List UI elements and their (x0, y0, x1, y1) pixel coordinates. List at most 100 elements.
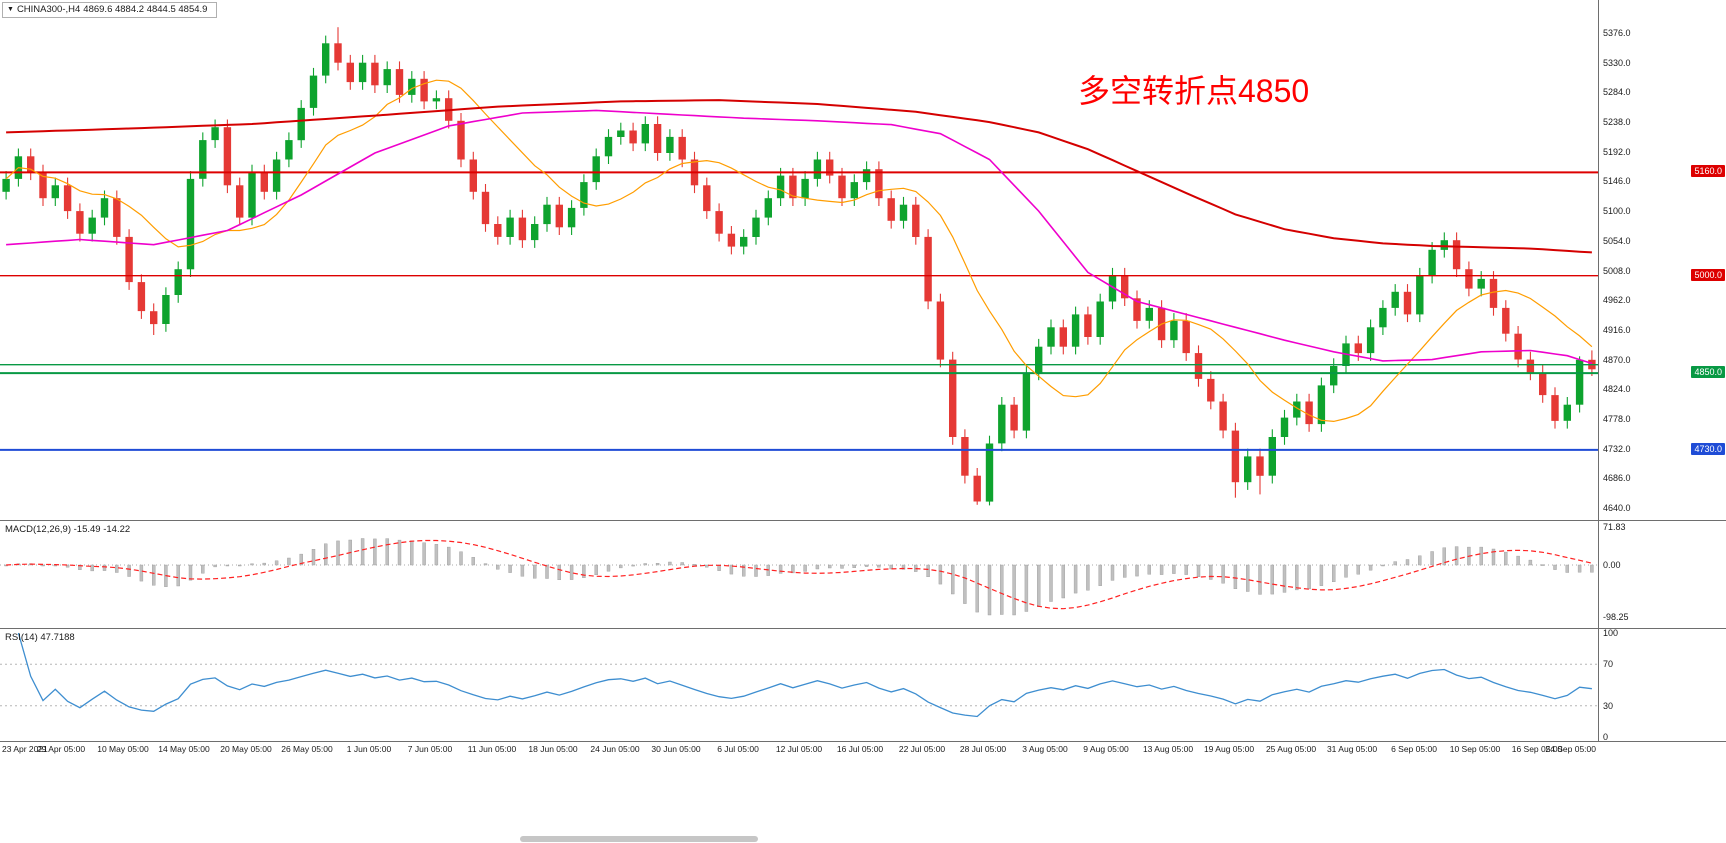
macd-histogram-bar (1368, 564, 1373, 571)
macd-histogram-bar (78, 564, 82, 571)
candle-body (395, 69, 404, 95)
macd-histogram-bar (1233, 564, 1238, 589)
rsi-chart[interactable] (0, 629, 1598, 741)
horizontal-scrollbar-thumb[interactable] (520, 836, 758, 842)
macd-histogram-bar (1307, 564, 1311, 590)
macd-histogram-bar (1049, 564, 1053, 602)
time-axis-label: 14 May 05:00 (158, 744, 210, 754)
macd-histogram-bar (1442, 547, 1447, 566)
macd-histogram-bar (360, 538, 365, 566)
macd-histogram-bar (1258, 564, 1262, 595)
candle-body (826, 159, 834, 176)
candle-body (1575, 359, 1584, 405)
macd-histogram-bar (1209, 564, 1213, 580)
price-axis[interactable]: 5376.0 5330.0 5284.0 5238.0 5192.0 5146.0 5100… (1599, 0, 1726, 742)
candle-body (1035, 346, 1043, 373)
macd-chart[interactable] (0, 521, 1598, 628)
time-axis-label: 16 Sep 05:00 (1511, 744, 1563, 754)
candle-body (961, 437, 969, 476)
macd-histogram-bar (373, 538, 377, 566)
time-axis-label: 3 Aug 05:00 (1022, 744, 1068, 754)
rsi-indicator-label: RSI(14) 47.7188 (5, 632, 75, 643)
candle-body (1256, 456, 1264, 476)
macd-histogram-bar (1295, 564, 1299, 591)
price-axis-label: 4640.0 (1603, 503, 1631, 513)
macd-histogram-bar (1590, 564, 1594, 573)
macd-histogram-bar (692, 564, 697, 566)
macd-histogram-bar (1381, 564, 1385, 567)
macd-histogram-bar (1516, 555, 1520, 566)
candle-body (555, 204, 563, 228)
candle-body (1010, 404, 1018, 431)
candle-body (1354, 343, 1362, 354)
candle-body (887, 198, 895, 221)
candle-body (1047, 327, 1055, 347)
macd-histogram-bar (742, 564, 746, 577)
candle-body (27, 156, 35, 173)
macd-histogram-bar (606, 564, 611, 572)
price-axis-label: 5100.0 (1603, 206, 1631, 217)
macd-histogram-bar (188, 564, 193, 581)
macd-histogram-bar (422, 542, 426, 566)
candle-body (1563, 404, 1571, 421)
macd-histogram-bar (643, 563, 647, 566)
candle-body (1317, 385, 1326, 425)
macd-name: MACD(12,26,9) (5, 524, 71, 535)
time-axis-label: 1 Jun 05:00 (346, 744, 392, 754)
candle-body (1244, 456, 1252, 483)
candle-body (432, 98, 441, 102)
macd-histogram-bar (1012, 564, 1016, 616)
time-axis[interactable]: 23 Apr 2021 29 Apr 05:00 10 May 05:00 14 Ma… (0, 742, 1726, 758)
candle-body (1071, 314, 1080, 347)
macd-histogram-bar (397, 539, 402, 566)
candle-body (309, 75, 318, 108)
macd-histogram-bar (569, 564, 574, 580)
time-axis-label: 18 Jun 05:00 (528, 744, 578, 754)
macd-histogram-bar (668, 561, 672, 566)
time-axis-label: 7 Jun 05:00 (407, 744, 453, 754)
macd-histogram-bar (1221, 564, 1225, 584)
instrument-dropdown-icon[interactable]: ▼ (7, 6, 14, 13)
price-axis-label: 5330.0 (1603, 57, 1631, 68)
macd-signal-line (6, 539, 1593, 610)
candle-body (1452, 240, 1461, 270)
price-axis-label: 5146.0 (1603, 176, 1631, 187)
chart-annotation: 多空转折点4850 (1078, 73, 1310, 109)
macd-histogram-bar (1319, 564, 1324, 586)
macd-histogram-bar (840, 564, 844, 569)
candle-body (604, 136, 613, 157)
candle-body (1477, 278, 1485, 289)
macd-histogram-bar (1479, 546, 1483, 566)
time-axis-label: 19 Aug 05:00 (1203, 744, 1255, 754)
macd-histogram-bar (1110, 564, 1115, 581)
macd-histogram-bar (65, 564, 70, 568)
price-line-badge: 4850.0 (1691, 366, 1725, 379)
candle-body (531, 224, 539, 241)
macd-histogram-bar (1491, 548, 1496, 566)
time-axis-label: 30 Jun 05:00 (651, 744, 701, 754)
macd-histogram-bar (1528, 559, 1533, 566)
candle-body (2, 178, 10, 192)
price-chart[interactable] (0, 0, 1598, 520)
candle-body (1219, 401, 1227, 431)
macd-histogram-bar (1061, 564, 1066, 599)
candle-body (666, 136, 674, 153)
candle-body (764, 198, 772, 218)
macd-histogram-bar (1331, 564, 1336, 582)
macd-histogram-bar (299, 553, 303, 566)
macd-histogram-bar (1540, 564, 1545, 566)
candle-body (1526, 359, 1535, 373)
macd-histogram-bar (926, 564, 930, 578)
candle-body (1231, 430, 1240, 483)
candle-body (113, 198, 121, 237)
price-axis-label: 4732.0 (1603, 443, 1631, 454)
macd-indicator-label: MACD(12,26,9) -15.49 -14.22 (5, 524, 130, 535)
macd-histogram-bar (594, 564, 598, 576)
macd-histogram-bar (102, 564, 107, 571)
candle-body (936, 301, 945, 360)
macd-histogram-bar (287, 557, 291, 566)
price-axis-label: 4962.0 (1603, 295, 1631, 306)
candle-body (1182, 320, 1190, 354)
macd-histogram-bar (533, 564, 537, 579)
macd-histogram-bar (655, 563, 660, 566)
